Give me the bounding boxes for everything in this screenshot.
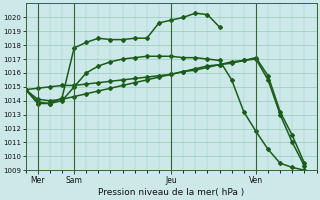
- X-axis label: Pression niveau de la mer( hPa ): Pression niveau de la mer( hPa ): [98, 188, 244, 197]
